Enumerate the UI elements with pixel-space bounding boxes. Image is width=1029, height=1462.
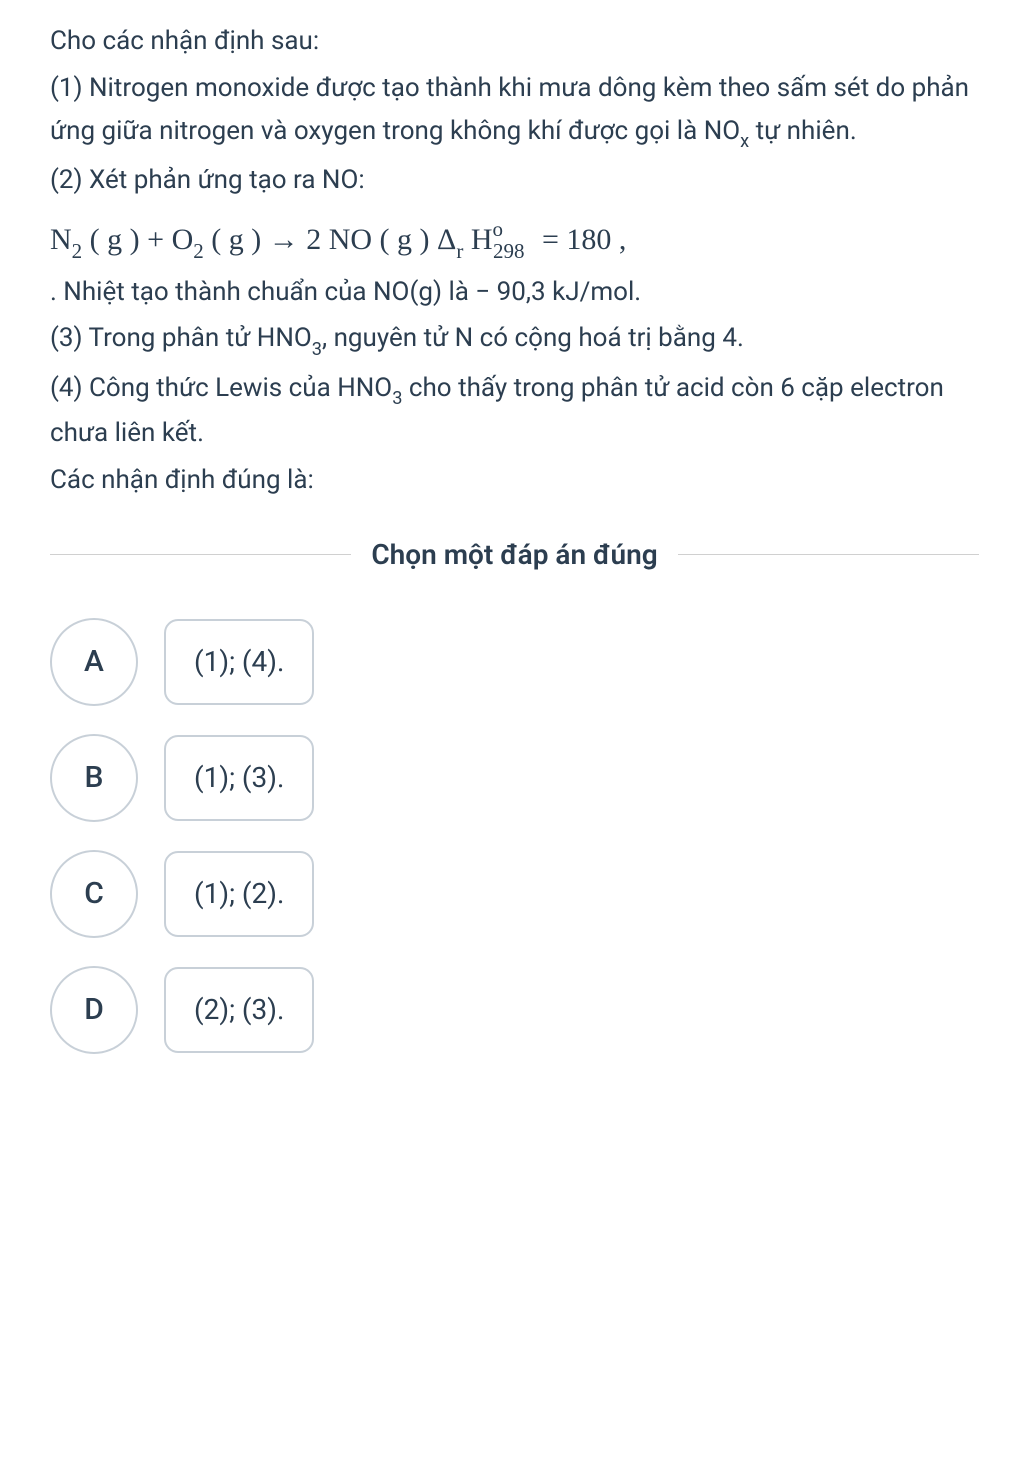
stmt3-part-b: , nguyên tử N có cộng hoá trị bằng 4. xyxy=(322,323,744,353)
options-list: A (1); (4). B (1); (3). C (1); (2). D (2… xyxy=(50,618,979,1054)
option-c-letter: C xyxy=(84,869,104,919)
divider-line-left xyxy=(50,554,351,555)
eq-h: H xyxy=(463,223,492,256)
stmt1-subscript: x xyxy=(740,131,749,152)
option-a-radio[interactable]: A xyxy=(50,618,138,706)
stmt4-subscript: 3 xyxy=(392,388,402,409)
option-a-row: A (1); (4). xyxy=(50,618,979,706)
statement-2-intro: (2) Xét phản ứng tạo ra NO: xyxy=(50,159,979,202)
eq-r-sub: r xyxy=(456,239,463,263)
option-a-letter: A xyxy=(84,637,104,687)
stmt4-part-a: (4) Công thức Lewis của HNO xyxy=(50,373,392,403)
option-d-letter: D xyxy=(84,985,104,1035)
divider-text: Chọn một đáp án đúng xyxy=(351,532,677,578)
question-body: Cho các nhận định sau: (1) Nitrogen mono… xyxy=(50,20,979,502)
eq-g1: ( g ) + O xyxy=(82,223,193,256)
option-d-box[interactable]: (2); (3). xyxy=(164,967,314,1053)
statement-4: (4) Công thức Lewis của HNO3 cho thấy tr… xyxy=(50,367,979,455)
instruction-divider: Chọn một đáp án đúng xyxy=(50,532,979,578)
eq-equals: = 180 , xyxy=(535,223,627,256)
option-c-box[interactable]: (1); (2). xyxy=(164,851,314,937)
statement-3: (3) Trong phân tử HNO3, nguyên tử N có c… xyxy=(50,317,979,362)
eq-298-sub: 298 xyxy=(493,239,525,263)
eq-n2-sub: 2 xyxy=(72,239,83,263)
stmt1-part-b: tự nhiên. xyxy=(749,116,857,146)
option-b-row: B (1); (3). xyxy=(50,734,979,822)
eq-o2-sub: 2 xyxy=(193,239,204,263)
option-b-text: (1); (3). xyxy=(194,761,284,794)
statement-2b: . Nhiệt tạo thành chuẩn của NO(g) là − 9… xyxy=(50,271,979,314)
option-c-row: C (1); (2). xyxy=(50,850,979,938)
eq-g2: ( g ) → 2 NO ( g ) Δ xyxy=(204,223,457,256)
divider-line-right xyxy=(678,554,979,555)
option-c-text: (1); (2). xyxy=(194,877,284,910)
question-prompt: Các nhận định đúng là: xyxy=(50,459,979,502)
chemical-equation: N2 ( g ) + O2 ( g ) → 2 NO ( g ) Δr Ho29… xyxy=(50,214,979,267)
option-a-text: (1); (4). xyxy=(194,645,284,678)
option-d-text: (2); (3). xyxy=(194,993,284,1026)
option-d-radio[interactable]: D xyxy=(50,966,138,1054)
stmt3-part-a: (3) Trong phân tử HNO xyxy=(50,323,312,353)
option-d-row: D (2); (3). xyxy=(50,966,979,1054)
stmt3-subscript: 3 xyxy=(312,339,322,360)
option-b-box[interactable]: (1); (3). xyxy=(164,735,314,821)
statement-1: (1) Nitrogen monoxide được tạo thành khi… xyxy=(50,67,979,155)
option-a-box[interactable]: (1); (4). xyxy=(164,619,314,705)
eq-n: N xyxy=(50,223,72,256)
eq-o-sup: o xyxy=(493,217,504,241)
option-b-radio[interactable]: B xyxy=(50,734,138,822)
option-c-radio[interactable]: C xyxy=(50,850,138,938)
option-b-letter: B xyxy=(85,753,104,803)
intro-line: Cho các nhận định sau: xyxy=(50,20,979,63)
